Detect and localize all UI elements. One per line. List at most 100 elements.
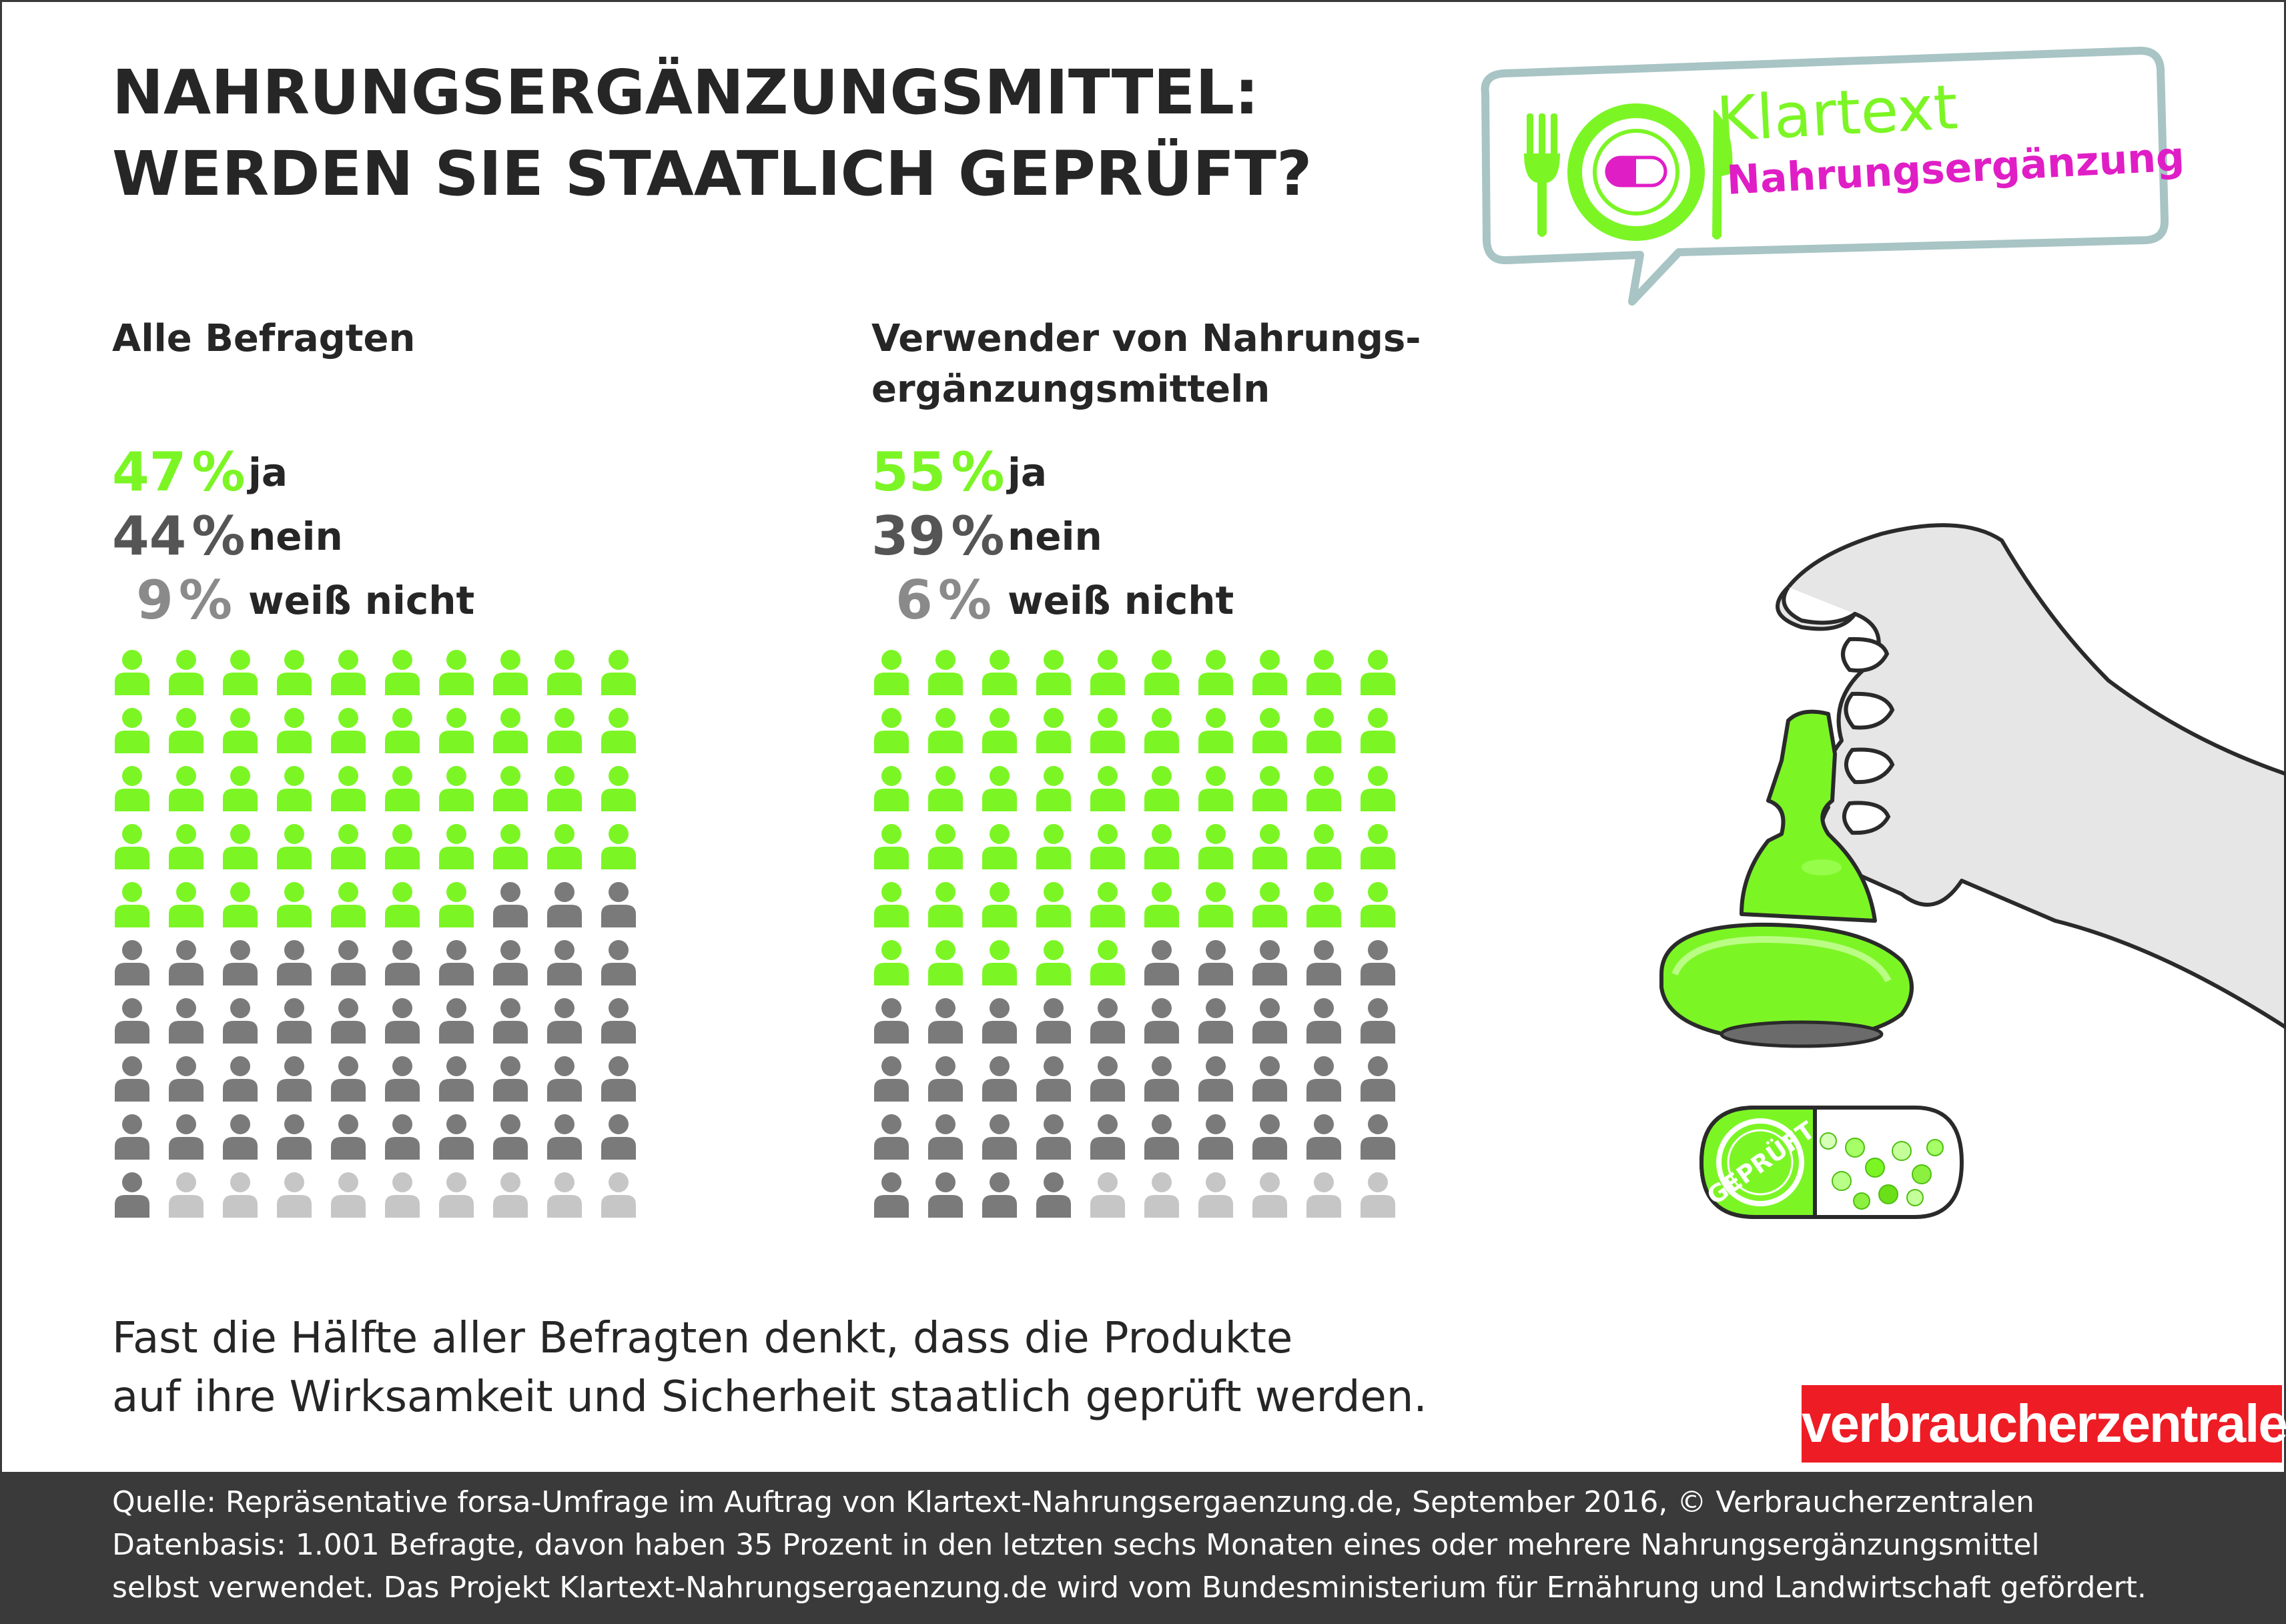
person-icon — [1361, 998, 1395, 1044]
person-icon — [115, 766, 149, 811]
value-number: 55 — [871, 441, 946, 503]
person-icon — [928, 882, 963, 927]
person-icon — [1090, 998, 1125, 1044]
value-unit: % — [951, 441, 1005, 503]
footer-line-3: selbst verwendet. Das Projekt Klartext-N… — [112, 1571, 2147, 1605]
person-icon — [439, 882, 474, 927]
person-icon — [439, 1172, 474, 1218]
pictogram-grid — [871, 647, 1412, 1228]
stat-row-nein: 44 %nein — [112, 504, 474, 568]
person-icon — [874, 1114, 909, 1160]
person-icon — [223, 1172, 258, 1218]
person-icon — [1361, 940, 1395, 985]
person-icon — [1090, 708, 1125, 753]
person-icon — [115, 650, 149, 695]
person-icon — [385, 766, 420, 811]
plate-icon — [1567, 103, 1705, 241]
person-icon — [982, 1172, 1017, 1218]
person-icon — [115, 998, 149, 1044]
person-icon — [385, 824, 420, 869]
person-icon — [385, 708, 420, 753]
person-icon — [1252, 766, 1287, 811]
person-icon — [1144, 650, 1179, 695]
stat-row-nein: 39 %nein — [871, 504, 1234, 568]
person-icon — [277, 882, 312, 927]
person-icon — [169, 824, 204, 869]
person-icon — [223, 1056, 258, 1102]
person-icon — [601, 1172, 636, 1218]
person-icon — [439, 1114, 474, 1160]
person-icon — [115, 1056, 149, 1102]
summary-line-1: Fast die Hälfte aller Befragten denkt, d… — [112, 1314, 1293, 1363]
person-icon — [928, 1172, 963, 1218]
stamp-icon — [1659, 709, 1914, 1048]
person-icon — [223, 650, 258, 695]
person-icon — [982, 708, 1017, 753]
person-icon — [331, 998, 366, 1044]
person-icon — [1198, 766, 1233, 811]
title-line-2: WERDEN SIE STAATLICH GEPRÜFT? — [112, 138, 1312, 210]
value-number: 9 — [136, 569, 173, 631]
person-icon — [547, 1114, 582, 1160]
person-icon — [493, 1114, 528, 1160]
person-icon — [115, 940, 149, 985]
person-icon — [277, 1114, 312, 1160]
person-icon — [169, 650, 204, 695]
person-icon — [1144, 882, 1179, 927]
person-icon — [331, 824, 366, 869]
person-icon — [1361, 1056, 1395, 1102]
person-icon — [439, 708, 474, 753]
person-icon — [1252, 708, 1287, 753]
person-icon — [1144, 1114, 1179, 1160]
person-icon — [439, 1056, 474, 1102]
person-icon — [277, 998, 312, 1044]
category-label: weiß nicht — [1008, 578, 1234, 623]
person-icon — [1036, 1056, 1071, 1102]
person-icon — [1252, 1172, 1287, 1218]
person-icon — [1252, 1056, 1287, 1102]
person-icon — [928, 708, 963, 753]
person-icon — [331, 1172, 366, 1218]
person-icon — [874, 650, 909, 695]
person-icon — [1036, 882, 1071, 927]
person-icon — [1252, 824, 1287, 869]
person-icon — [1306, 708, 1341, 753]
person-icon — [928, 824, 963, 869]
person-icon — [223, 940, 258, 985]
person-icon — [928, 940, 963, 985]
chart-title-line: Verwender von Nahrungs- — [871, 317, 1421, 360]
value-unit: % — [178, 569, 232, 631]
person-icon — [1306, 824, 1341, 869]
person-icon — [928, 1114, 963, 1160]
summary-text: Fast die Hälfte aller Befragten denkt, d… — [112, 1309, 1427, 1427]
person-icon — [493, 824, 528, 869]
person-icon — [601, 824, 636, 869]
person-icon — [1306, 940, 1341, 985]
person-icon — [1090, 766, 1125, 811]
person-icon — [1198, 1056, 1233, 1102]
chart-title: Verwender von Nahrungs- ergänzungsmittel… — [871, 314, 1592, 434]
person-icon — [1306, 1172, 1341, 1218]
person-icon — [874, 1056, 909, 1102]
person-icon — [223, 882, 258, 927]
person-icon — [277, 766, 312, 811]
person-icon — [169, 1172, 204, 1218]
value-unit: % — [951, 505, 1005, 567]
footer: Quelle: Repräsentative forsa-Umfrage im … — [0, 1472, 2286, 1624]
person-icon — [1361, 650, 1395, 695]
person-icon — [115, 1114, 149, 1160]
page-title: NAHRUNGSERGÄNZUNGSMITTEL: WERDEN SIE STA… — [112, 52, 1312, 215]
person-icon — [1144, 940, 1179, 985]
person-icon — [115, 882, 149, 927]
person-icon — [1198, 1114, 1233, 1160]
person-icon — [601, 650, 636, 695]
person-icon — [1144, 824, 1179, 869]
person-icon — [1252, 1114, 1287, 1160]
person-icon — [1306, 998, 1341, 1044]
person-icon — [547, 650, 582, 695]
person-icon — [928, 766, 963, 811]
person-icon — [547, 766, 582, 811]
person-icon — [1144, 708, 1179, 753]
person-icon — [601, 998, 636, 1044]
category-label: ja — [248, 450, 288, 495]
